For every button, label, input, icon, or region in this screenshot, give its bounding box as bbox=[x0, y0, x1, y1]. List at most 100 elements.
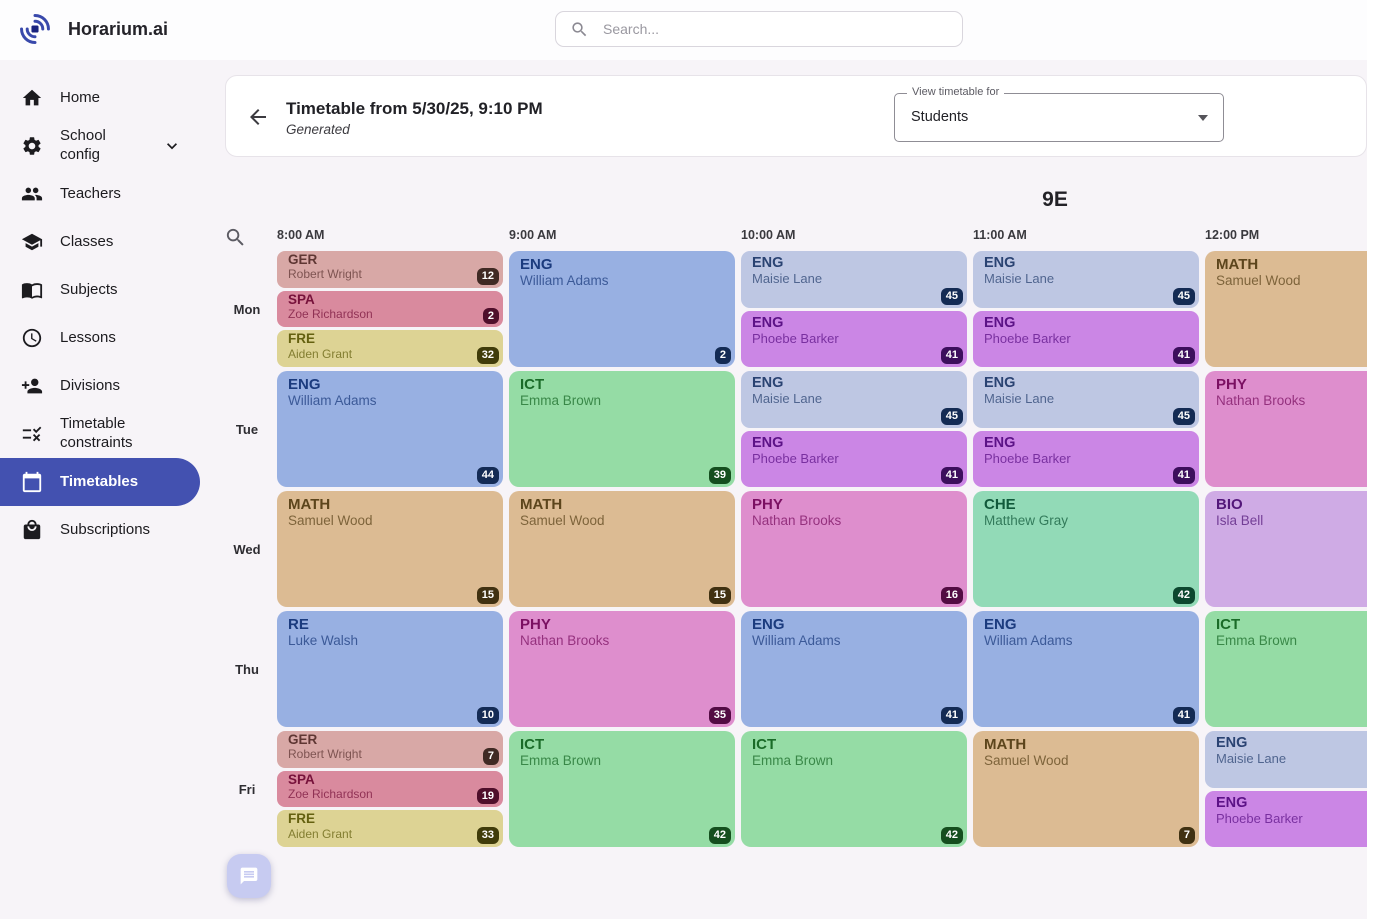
subject-code: ENG bbox=[984, 375, 1016, 391]
sidebar-item-subscriptions[interactable]: Subscriptions bbox=[0, 506, 200, 554]
lesson-cell-ict[interactable]: ICT Emma Brown 42 bbox=[741, 731, 967, 847]
lesson-cell-eng[interactable]: ENG Phoebe Barker 41 bbox=[741, 310, 967, 367]
teacher-name: Nathan Brooks bbox=[1216, 393, 1306, 408]
sidebar-item-label: Home bbox=[60, 88, 101, 106]
lesson-cell-math[interactable]: MATH Samuel Wood bbox=[1205, 251, 1375, 367]
back-arrow-icon[interactable] bbox=[246, 105, 270, 129]
lesson-cell-ict[interactable]: ICT Emma Brown bbox=[1205, 611, 1375, 727]
subject-code: ICT bbox=[520, 376, 545, 393]
chevron-down-icon[interactable] bbox=[162, 136, 182, 156]
teacher-name: Emma Brown bbox=[520, 753, 602, 768]
timeslot: CHE Matthew Gray 42 bbox=[973, 491, 1199, 607]
subject-code: ENG bbox=[1216, 794, 1248, 811]
day-label: Mon bbox=[233, 301, 261, 317]
teacher-name: Phoebe Barker bbox=[752, 330, 839, 346]
sidebar-item-lessons[interactable]: Lessons bbox=[0, 314, 200, 362]
select-label: View timetable for bbox=[907, 86, 1005, 98]
teacher-name: William Adams bbox=[752, 633, 841, 648]
sidebar-item-label: School config bbox=[60, 127, 106, 163]
grid-search-icon[interactable] bbox=[224, 226, 247, 249]
lesson-count-badge: 19 bbox=[476, 787, 499, 805]
scrollbar-track[interactable] bbox=[1367, 0, 1375, 919]
subject-code: ENG bbox=[752, 375, 784, 391]
lesson-cell-eng[interactable]: ENG Phoebe Barker 41 bbox=[973, 310, 1199, 367]
teacher-name: Zoe Richardson bbox=[288, 307, 373, 321]
lesson-cell-eng[interactable]: ENG William Adams 41 bbox=[973, 611, 1199, 727]
subject-code: BIO bbox=[1216, 496, 1243, 513]
lesson-cell-ict[interactable]: ICT Emma Brown 42 bbox=[509, 731, 735, 847]
timeslot: PHY Nathan Brooks 35 bbox=[509, 611, 735, 727]
lesson-cell-eng[interactable]: ENG Phoebe Barker bbox=[1205, 790, 1375, 847]
subject-code: GER bbox=[288, 732, 318, 747]
sidebar-item-label: Classes bbox=[60, 232, 114, 250]
lesson-cell-phy[interactable]: PHY Nathan Brooks 16 bbox=[741, 491, 967, 607]
sidebar-item-timetable-constraints[interactable]: Timetable constraints bbox=[0, 410, 200, 458]
lesson-cell-fre[interactable]: FRE Aiden Grant 32 bbox=[277, 330, 503, 368]
search-input[interactable] bbox=[601, 20, 948, 38]
time-header: 8:00 AM bbox=[277, 228, 325, 242]
teacher-name: Samuel Wood bbox=[520, 513, 605, 528]
lesson-cell-eng[interactable]: ENG William Adams 2 bbox=[509, 251, 735, 367]
lesson-cell-bio[interactable]: BIO Isla Bell bbox=[1205, 491, 1375, 607]
lesson-cell-che[interactable]: CHE Matthew Gray 42 bbox=[973, 491, 1199, 607]
teacher-name: Phoebe Barker bbox=[984, 450, 1071, 466]
teacher-name: Aiden Grant bbox=[288, 347, 353, 361]
lesson-cell-phy[interactable]: PHY Nathan Brooks 35 bbox=[509, 611, 735, 727]
lesson-cell-phy[interactable]: PHY Nathan Brooks bbox=[1205, 371, 1375, 487]
lesson-cell-math[interactable]: MATH Samuel Wood 15 bbox=[509, 491, 735, 607]
subject-code: PHY bbox=[520, 616, 551, 633]
lesson-cell-eng[interactable]: ENG William Adams 41 bbox=[741, 611, 967, 727]
sidebar-item-divisions[interactable]: Divisions bbox=[0, 362, 200, 410]
sidebar-item-teachers[interactable]: Teachers bbox=[0, 170, 200, 218]
lesson-count-badge: 16 bbox=[940, 587, 963, 604]
class-name-title: 9E bbox=[1042, 188, 1068, 211]
lesson-cell-spa[interactable]: SPA Zoe Richardson 19 bbox=[277, 770, 503, 808]
lesson-cell-ger[interactable]: GER Robert Wright 7 bbox=[277, 731, 503, 768]
lesson-cell-fre[interactable]: FRE Aiden Grant 33 bbox=[277, 810, 503, 848]
lesson-count-badge: 15 bbox=[708, 587, 731, 604]
lesson-cell-math[interactable]: MATH Samuel Wood 15 bbox=[277, 491, 503, 607]
subject-code: MATH bbox=[1216, 256, 1259, 273]
sidebar-item-label: Lessons bbox=[60, 328, 116, 346]
lesson-cell-eng[interactable]: ENG Maisie Lane 45 bbox=[741, 251, 967, 308]
lesson-cell-eng[interactable]: ENG Maisie Lane bbox=[1205, 731, 1375, 788]
time-header: 12:00 PM bbox=[1205, 228, 1260, 242]
subject-code: RE bbox=[288, 616, 309, 633]
lesson-cell-ict[interactable]: ICT Emma Brown 39 bbox=[509, 371, 735, 487]
lesson-cell-eng[interactable]: ENG Maisie Lane 45 bbox=[973, 371, 1199, 428]
lesson-cell-ger[interactable]: GER Robert Wright 12 bbox=[277, 251, 503, 288]
search-box[interactable] bbox=[555, 11, 963, 47]
time-header: 11:00 AM bbox=[973, 228, 1027, 242]
clock-icon bbox=[21, 327, 43, 349]
view-timetable-select[interactable]: View timetable for Students bbox=[894, 86, 1224, 142]
subject-code: ENG bbox=[984, 314, 1016, 331]
lesson-cell-eng[interactable]: ENG William Adams 44 bbox=[277, 371, 503, 487]
lesson-count-badge: 35 bbox=[708, 707, 731, 724]
sidebar-item-classes[interactable]: Classes bbox=[0, 218, 200, 266]
people-icon bbox=[21, 183, 43, 205]
lesson-cell-eng[interactable]: ENG Maisie Lane 45 bbox=[741, 371, 967, 428]
lesson-cell-math[interactable]: MATH Samuel Wood 7 bbox=[973, 731, 1199, 847]
lesson-cell-eng[interactable]: ENG Phoebe Barker 41 bbox=[973, 430, 1199, 487]
subject-code: ENG bbox=[752, 616, 785, 633]
sidebar-item-school-config[interactable]: School config bbox=[0, 122, 200, 170]
lesson-count-badge: 45 bbox=[940, 407, 963, 425]
teacher-name: Phoebe Barker bbox=[1216, 810, 1303, 826]
sidebar-item-timetables[interactable]: Timetables bbox=[0, 458, 200, 506]
sidebar-item-label: Divisions bbox=[60, 376, 121, 394]
teacher-name: William Adams bbox=[288, 393, 377, 408]
chat-fab-button[interactable] bbox=[227, 854, 271, 898]
lesson-cell-re[interactable]: RE Luke Walsh 10 bbox=[277, 611, 503, 727]
sidebar-item-home[interactable]: Home bbox=[0, 74, 200, 122]
sidebar-item-subjects[interactable]: Subjects bbox=[0, 266, 200, 314]
lesson-cell-eng[interactable]: ENG Maisie Lane 45 bbox=[973, 251, 1199, 308]
lesson-cell-spa[interactable]: SPA Zoe Richardson 2 bbox=[277, 290, 503, 328]
home-icon bbox=[21, 87, 43, 109]
lesson-cell-eng[interactable]: ENG Phoebe Barker 41 bbox=[741, 430, 967, 487]
subject-code: MATH bbox=[520, 496, 563, 513]
timeslot: ENG Maisie Lane 45 ENG Phoebe Barker 41 bbox=[973, 371, 1199, 487]
teacher-name: Isla Bell bbox=[1216, 513, 1264, 528]
status-text: Generated bbox=[286, 122, 350, 137]
teacher-name: Emma Brown bbox=[752, 753, 834, 768]
lesson-count-badge: 41 bbox=[940, 347, 963, 364]
